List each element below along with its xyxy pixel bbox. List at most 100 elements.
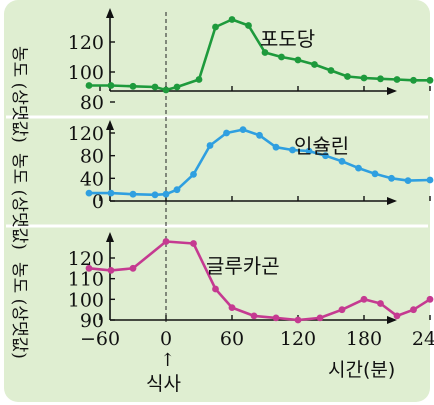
data-point xyxy=(393,76,401,83)
data-point xyxy=(393,312,401,320)
data-point xyxy=(256,131,263,139)
data-point xyxy=(344,73,351,80)
data-point xyxy=(239,126,247,133)
data-point xyxy=(173,83,181,91)
data-point xyxy=(360,295,368,303)
meal-arrow: ↑ xyxy=(160,350,175,371)
y-tick-label: 80 xyxy=(80,146,104,168)
meal-label: 식사 xyxy=(146,373,181,395)
svg-text:농도 (상댓값): 농도 (상댓값) xyxy=(9,153,29,250)
data-point xyxy=(129,190,137,198)
data-point xyxy=(85,189,93,197)
data-point xyxy=(223,129,230,137)
data-point xyxy=(272,314,280,322)
y-tick-label: 120 xyxy=(68,32,104,54)
data-point xyxy=(151,83,159,91)
data-point xyxy=(426,176,434,184)
svg-text:농도 (상댓값): 농도 (상댓값) xyxy=(9,262,29,359)
data-point xyxy=(195,76,203,83)
data-point xyxy=(377,300,384,307)
data-point xyxy=(162,190,170,198)
data-point xyxy=(129,82,137,90)
x-axis-label: 시간(분) xyxy=(328,359,395,381)
x-axis-arrow xyxy=(387,87,397,95)
data-point xyxy=(289,146,296,154)
data-point xyxy=(360,74,368,82)
data-point xyxy=(426,76,434,84)
glucagon-title: 글루카곤 xyxy=(206,254,280,278)
data-point xyxy=(173,186,181,194)
data-point xyxy=(162,238,170,245)
data-point xyxy=(151,191,159,199)
series-line xyxy=(89,128,431,197)
data-point xyxy=(129,264,137,272)
y-tick-label: 0 xyxy=(92,191,104,213)
y-tick-label: 100 xyxy=(68,289,104,311)
data-point xyxy=(305,147,313,155)
data-point xyxy=(311,61,318,68)
x-tick-label: 60 xyxy=(220,328,244,350)
data-point xyxy=(410,306,417,314)
x-tick-label: 120 xyxy=(280,328,316,350)
x-tick-label: 0 xyxy=(160,328,172,350)
y-tick-label: 120 xyxy=(68,123,104,145)
x-axis-arrow xyxy=(387,197,397,205)
y-label-insulin: 농도 (상댓값) xyxy=(9,153,29,250)
data-point xyxy=(338,157,346,165)
data-point xyxy=(377,75,384,83)
data-point xyxy=(355,164,362,172)
data-point xyxy=(85,264,93,272)
y-axis-arrow xyxy=(106,8,114,18)
data-point xyxy=(327,67,335,74)
data-point xyxy=(190,171,197,178)
data-point xyxy=(206,142,214,149)
data-point xyxy=(107,189,115,197)
y-label-glucose: 농도 (상댓값) xyxy=(9,46,29,143)
data-point xyxy=(294,56,302,64)
data-point xyxy=(250,312,258,320)
data-point xyxy=(388,174,395,182)
y-tick-label: 110 xyxy=(68,269,104,291)
data-point xyxy=(212,285,219,293)
data-point xyxy=(245,22,252,29)
y-label-glucagon: 농도 (상댓값) xyxy=(9,262,29,359)
y-tick-label: 90 xyxy=(80,310,104,332)
data-point xyxy=(410,76,417,84)
y-tick-label: 100 xyxy=(68,62,104,84)
y-axis-arrow xyxy=(106,120,114,130)
glucose-title: 포도당 xyxy=(260,27,315,51)
y-tick-label: 80 xyxy=(80,92,104,114)
y-tick-label: 120 xyxy=(68,248,104,270)
data-point xyxy=(107,82,115,89)
data-point xyxy=(294,316,302,324)
data-point xyxy=(278,53,285,61)
insulin-title: 인슐린 xyxy=(294,134,349,158)
data-point xyxy=(404,177,412,185)
data-point xyxy=(371,170,379,178)
data-point xyxy=(228,304,236,311)
data-point xyxy=(322,152,329,160)
x-axis-arrow xyxy=(387,316,397,324)
data-point xyxy=(272,143,280,151)
data-point xyxy=(190,240,197,247)
x-tick-label: −60 xyxy=(80,328,120,350)
data-point xyxy=(261,49,269,56)
data-point xyxy=(316,314,324,322)
data-point xyxy=(426,295,434,303)
x-tick-label: 240 xyxy=(412,328,434,350)
data-point xyxy=(85,82,93,89)
data-point xyxy=(228,16,236,23)
y-tick-label: 40 xyxy=(80,168,104,190)
glucose-panel: 120 100 80 xyxy=(68,8,434,114)
data-point xyxy=(212,23,219,31)
svg-text:농도 (상댓값): 농도 (상댓값) xyxy=(9,46,29,143)
data-point xyxy=(338,306,346,314)
y-axis-arrow xyxy=(106,232,114,242)
data-point xyxy=(107,267,115,274)
x-tick-labels: −60 0 60 120 180 240 xyxy=(80,328,434,350)
data-point xyxy=(162,86,170,94)
